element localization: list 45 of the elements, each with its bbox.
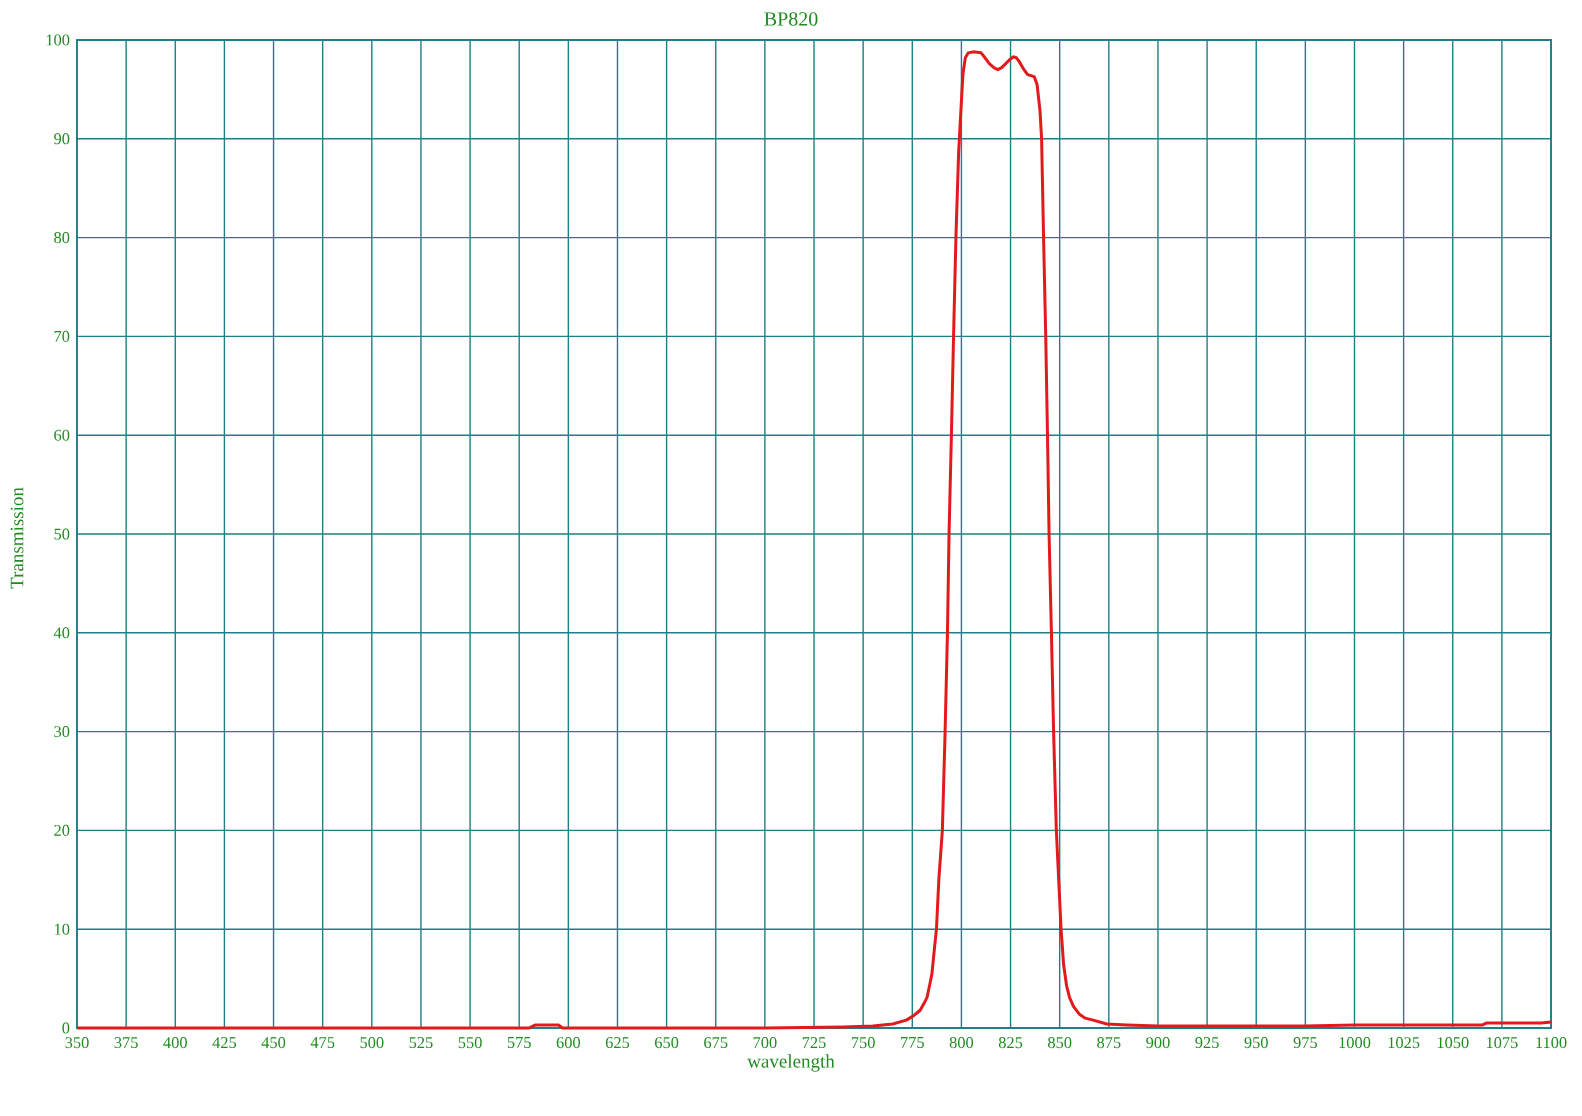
x-tick-label: 425 [212,1037,237,1049]
x-tick-label: 975 [1293,1037,1318,1049]
y-tick-label: 70 [54,330,70,342]
y-tick-label: 60 [54,429,70,441]
x-tick-label: 450 [261,1037,286,1049]
y-tick-label: 50 [54,528,70,540]
y-tick-label: 40 [53,627,70,639]
x-tick-label: 1075 [1486,1037,1518,1049]
x-tick-label: 550 [458,1037,482,1049]
y-tick-label: 80 [54,232,70,244]
x-tick-label: 875 [1097,1037,1121,1049]
x-tick-label: 600 [556,1037,581,1049]
y-tick-label: 0 [62,1022,70,1034]
x-tick-label: 775 [901,1037,924,1048]
chart-title: BP820 [764,12,818,26]
x-tick-label: 725 [802,1037,826,1049]
x-tick-label: 925 [1195,1037,1219,1049]
x-tick-label: 700 [753,1037,777,1049]
x-tick-label: 350 [65,1037,89,1049]
x-tick-label: 1050 [1437,1037,1469,1049]
y-axis-title: Transmission [10,487,24,589]
x-tick-label: 500 [360,1037,384,1049]
x-tick-label: 950 [1244,1037,1268,1049]
x-tick-label: 750 [851,1037,875,1049]
y-tick-label: 90 [54,133,70,145]
x-tick-label: 800 [949,1037,974,1049]
y-tick-label: 20 [54,824,70,836]
x-tick-label: 1025 [1388,1037,1420,1049]
x-tick-label: 850 [1048,1037,1072,1049]
x-tick-label: 675 [704,1037,728,1049]
x-tick-label: 625 [605,1037,630,1049]
x-tick-label: 475 [310,1037,335,1049]
x-tick-label: 900 [1146,1037,1170,1049]
x-tick-label: 825 [998,1037,1023,1049]
y-tick-label: 30 [54,726,70,738]
y-tick-label: 10 [54,923,70,935]
x-tick-label: 375 [114,1037,138,1049]
x-tick-label: 650 [655,1037,679,1049]
y-tick-label: 100 [46,34,70,46]
x-axis-title: wavelength [747,1054,835,1072]
x-tick-label: 575 [507,1037,531,1048]
x-tick-label: 1100 [1536,1037,1567,1049]
x-tick-label: 525 [409,1037,433,1049]
x-tick-label: 1000 [1339,1037,1371,1049]
x-tick-label: 400 [163,1037,187,1049]
